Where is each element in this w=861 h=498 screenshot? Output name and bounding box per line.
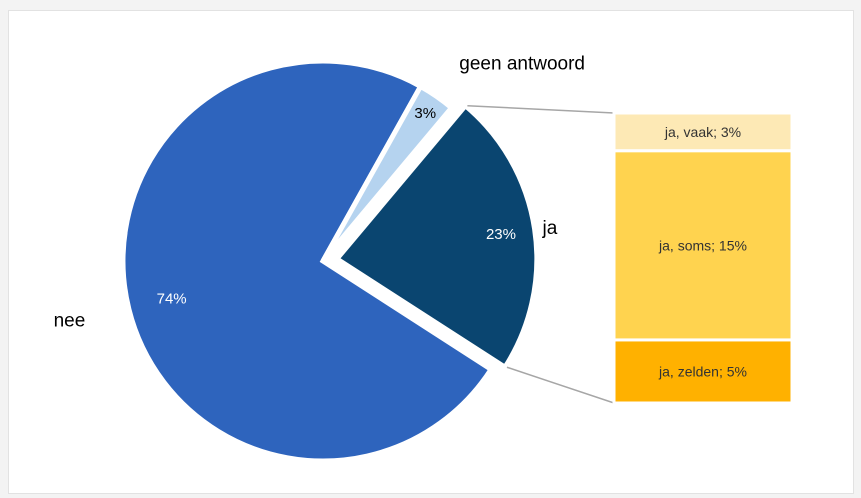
breakdown-bar-segment-2 — [612, 149, 794, 342]
slice-value-nee: 74% — [157, 291, 187, 308]
slice-label-geen-antwoord: geen antwoord — [459, 53, 585, 74]
chart-card: ja, vaak; 3% ja, soms; 15% ja, zelden; 5% j… — [8, 10, 854, 494]
slice-value-geen-antwoord: 3% — [414, 105, 436, 122]
slice-label-nee: nee — [54, 310, 86, 331]
breakdown-label-2: ja, soms; 15% — [658, 237, 747, 253]
connector-line-bottom — [506, 366, 615, 404]
breakdown-bar-segment-3 — [612, 338, 794, 405]
pie-slice-nee — [120, 58, 495, 464]
breakdown-label-1: ja, vaak; 3% — [664, 124, 741, 140]
pie-of-bar-chart: ja, vaak; 3% ja, soms; 15% ja, zelden; 5% j… — [54, 53, 794, 464]
breakdown-bar-segment-1 — [612, 111, 794, 153]
pie-slice-geen-antwoord — [320, 83, 456, 263]
breakdown-label-3: ja, zelden; 5% — [658, 363, 747, 379]
pie-slice-ja — [333, 102, 540, 371]
slice-label-ja: ja — [542, 218, 558, 239]
connector-line-top — [467, 104, 615, 114]
slice-value-ja: 23% — [486, 226, 516, 243]
